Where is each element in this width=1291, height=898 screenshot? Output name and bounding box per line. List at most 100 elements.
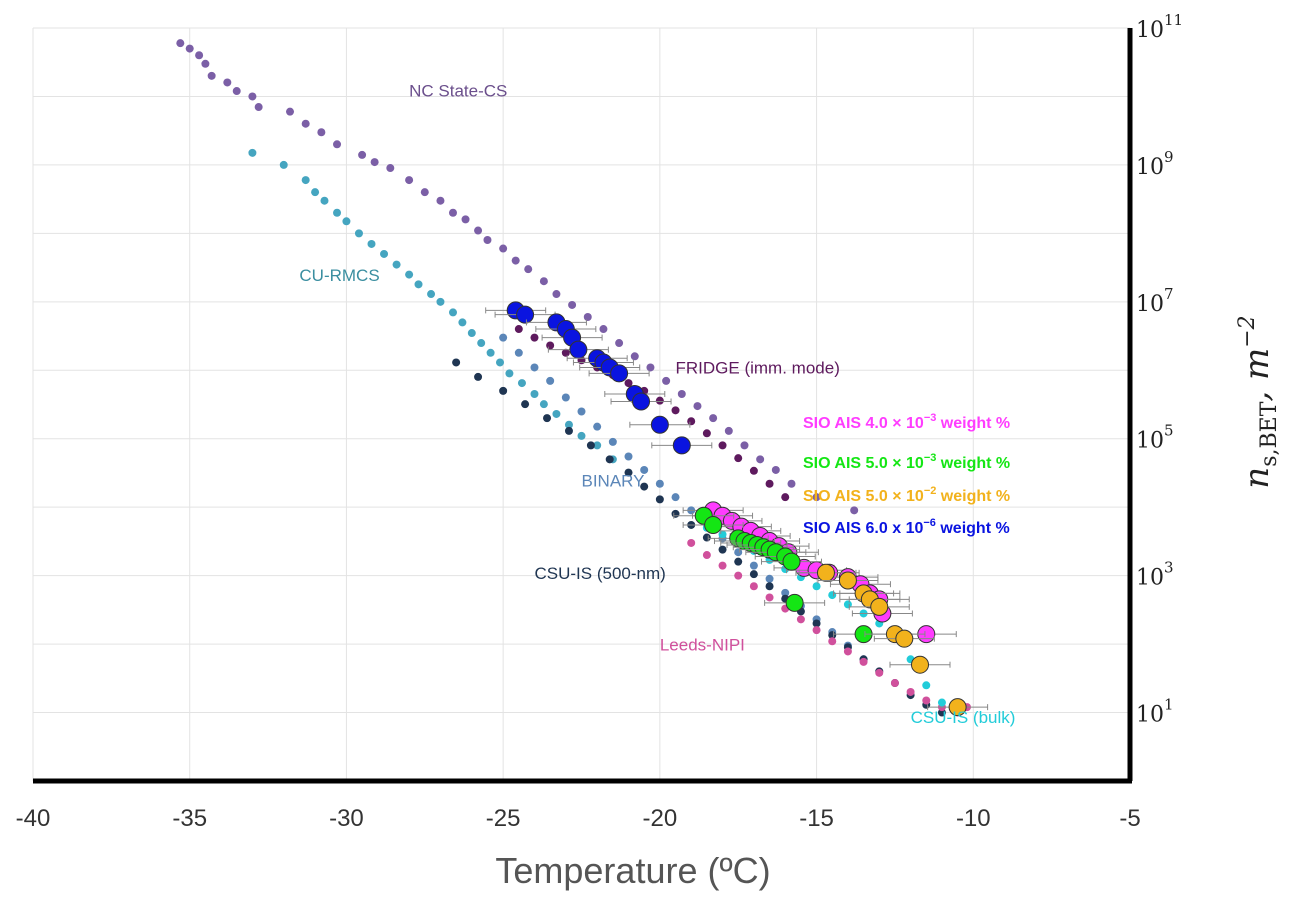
- x-tick-label: -25: [486, 805, 521, 832]
- data-point: [828, 637, 837, 646]
- data-point: [333, 140, 342, 149]
- data-point: [640, 482, 649, 491]
- data-point: [467, 329, 476, 338]
- data-point: [608, 437, 617, 446]
- data-point: [671, 493, 680, 502]
- data-point: [505, 369, 514, 378]
- data-point: [655, 396, 664, 405]
- series-layer: [176, 39, 989, 717]
- data-point: [333, 208, 342, 217]
- data-point: [734, 571, 743, 580]
- data-point: [420, 188, 429, 197]
- data-point: [812, 626, 821, 635]
- series-sio-ais-5-0-x-10-2-weight: [795, 563, 989, 717]
- data-point: [749, 570, 758, 579]
- series-nc-state-cs: [176, 39, 859, 515]
- data-point: [539, 277, 548, 286]
- data-point: [448, 308, 457, 317]
- data-point: [427, 290, 436, 299]
- data-point: [577, 431, 586, 440]
- data-point: [749, 561, 758, 570]
- data-point: [702, 429, 711, 438]
- x-tick-label: -15: [799, 805, 834, 832]
- axes: [33, 28, 1133, 784]
- annotations: NC State-CS CU-RMCS FRIDGE (imm. mode) BINA…: [299, 81, 1015, 727]
- legend-entry: SIO AIS 5.0 × 10−3 weight %: [803, 452, 1010, 472]
- data-point: [301, 119, 310, 128]
- data-point: [859, 657, 868, 666]
- data-point: [828, 591, 837, 600]
- data-point: [838, 571, 857, 590]
- y-axis-label: ns,BET, m−2: [1235, 315, 1282, 488]
- data-point: [232, 87, 241, 96]
- data-point: [655, 495, 664, 504]
- data-point: [843, 647, 852, 656]
- data-point: [650, 415, 669, 434]
- data-point: [718, 441, 727, 450]
- data-point: [895, 629, 914, 648]
- data-point: [474, 226, 483, 235]
- legend-entry: SIO AIS 4.0 × 10−3 weight %: [803, 412, 1010, 432]
- data-point: [749, 582, 758, 591]
- data-point: [765, 582, 774, 591]
- y-tick-label: 103: [1136, 559, 1174, 591]
- data-point: [370, 158, 379, 167]
- data-point: [530, 333, 539, 342]
- data-point: [367, 239, 376, 248]
- y-tick-label: 105: [1136, 422, 1174, 454]
- data-point: [687, 417, 696, 426]
- data-point: [771, 465, 780, 474]
- data-point: [279, 160, 288, 169]
- data-point: [765, 593, 774, 602]
- data-point: [254, 103, 263, 112]
- x-tick-labels: -40 -35 -30 -25 -20 -15 -10 -5: [16, 805, 1141, 832]
- data-point: [734, 454, 743, 463]
- data-point: [569, 340, 588, 359]
- data-point: [311, 188, 320, 197]
- data-point: [583, 313, 592, 322]
- data-point: [615, 339, 624, 348]
- annotation-label: Leeds-NIPI: [660, 636, 745, 655]
- data-point: [785, 593, 804, 612]
- data-point: [317, 128, 326, 137]
- data-point: [516, 305, 535, 324]
- data-point: [812, 582, 821, 591]
- data-point: [248, 92, 257, 101]
- data-point: [499, 244, 508, 253]
- data-point: [812, 619, 821, 628]
- data-point: [483, 235, 492, 244]
- data-point: [539, 400, 548, 409]
- data-point: [718, 530, 727, 539]
- y-tick-label: 1011: [1136, 11, 1183, 43]
- data-point: [781, 493, 790, 502]
- data-point: [922, 681, 931, 690]
- data-point: [380, 249, 389, 258]
- legend-entry: SIO AIS 5.0 × 10−2 weight %: [803, 485, 1010, 505]
- annotation-label: BINARY: [582, 472, 645, 491]
- data-point: [354, 229, 363, 238]
- data-point: [223, 78, 232, 87]
- data-point: [890, 679, 899, 688]
- data-point: [605, 455, 614, 464]
- data-point: [828, 631, 837, 640]
- data-point: [671, 509, 680, 518]
- x-tick-label: -30: [329, 805, 364, 832]
- data-point: [599, 325, 608, 334]
- data-point: [655, 479, 664, 488]
- y-tick-labels: 101 103 105 107 109 1011: [1136, 11, 1183, 728]
- data-point: [358, 150, 367, 159]
- data-point: [704, 515, 723, 534]
- data-point: [176, 39, 185, 48]
- data-point: [632, 392, 651, 411]
- data-point: [561, 393, 570, 402]
- data-point: [702, 551, 711, 560]
- data-point: [718, 561, 727, 570]
- data-point: [185, 44, 194, 53]
- x-tick-label: -10: [956, 805, 991, 832]
- y-tick-label: 109: [1136, 148, 1174, 180]
- data-point: [436, 196, 445, 205]
- data-point: [687, 538, 696, 547]
- series-sio-ais-6-0-x-10-6-weight: [485, 301, 713, 455]
- data-point: [201, 59, 210, 68]
- data-point: [593, 441, 602, 450]
